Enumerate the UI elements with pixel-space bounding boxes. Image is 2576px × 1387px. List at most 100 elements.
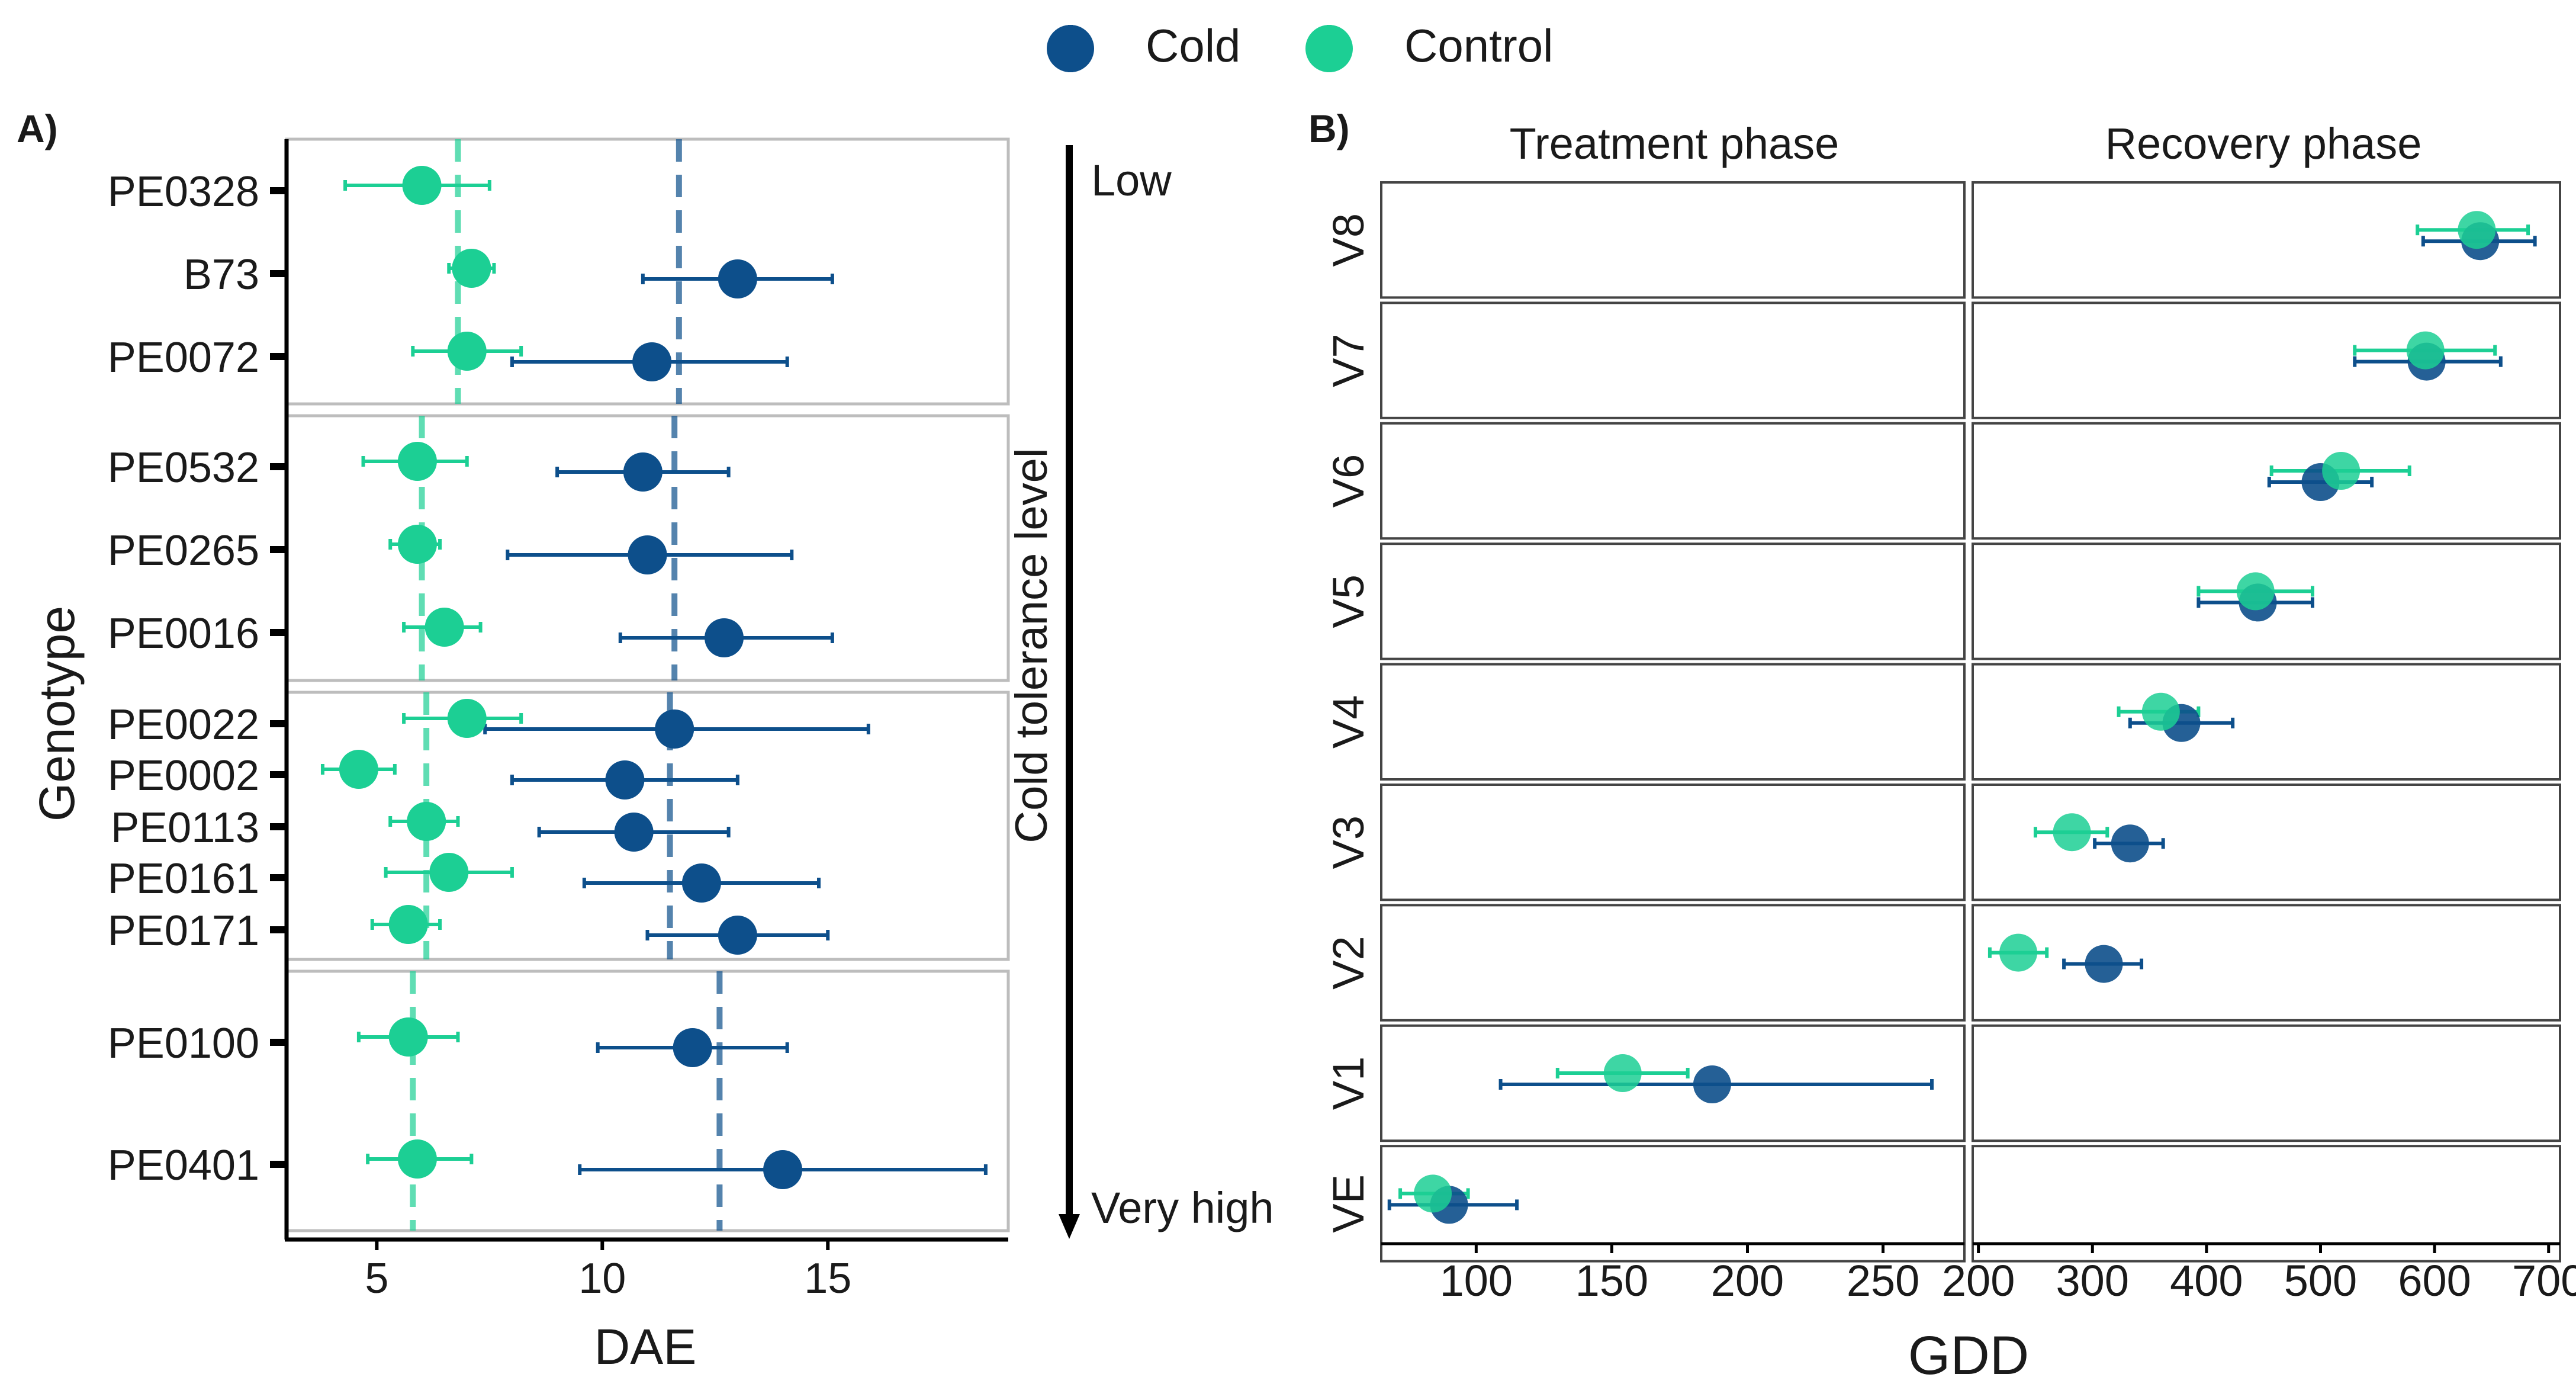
gdd-tick-label-1-400: 400 (2170, 1256, 2243, 1305)
control-point-PE0072 (447, 332, 487, 371)
cold-point-V2 (2085, 945, 2123, 983)
gdd-tick-label-0-150: 150 (1575, 1256, 1648, 1305)
control-point-PE0022 (447, 699, 487, 738)
y-tick-label-PE0401: PE0401 (108, 1142, 259, 1189)
stage-label-V8: V8 (1324, 213, 1373, 267)
cold-point-PE0401 (763, 1150, 803, 1189)
facet-cell-V8-1 (1972, 181, 2561, 299)
control-point-V4 (2141, 692, 2180, 731)
gdd-tick-label-1-700: 700 (2512, 1256, 2576, 1305)
gdd-tick-label-1-300: 300 (2056, 1256, 2129, 1305)
panel-a: PE0328B73PE0072PE0532PE0265PE0016PE0022P… (108, 137, 1010, 1302)
stage-label-V2: V2 (1324, 936, 1373, 990)
cold-point-PE0161 (681, 863, 721, 903)
y-tick-label-PE0072: PE0072 (108, 334, 259, 381)
legend-cold-label: Cold (1146, 20, 1240, 72)
facet-title-treatment: Treatment phase (1510, 119, 1839, 168)
cold-point-PE0100 (673, 1028, 712, 1067)
facet-cell-V7-0 (1380, 301, 1966, 419)
cold-point-PE0171 (718, 916, 757, 955)
cold-point-PE0532 (623, 452, 663, 492)
cold-point-V1 (1693, 1065, 1731, 1103)
stage-label-V4: V4 (1324, 695, 1373, 749)
x-tick-label-15: 15 (804, 1255, 851, 1302)
facet-cell-V7-1 (1972, 301, 2561, 419)
control-point-PE0016 (424, 608, 464, 647)
cold-point-PE0016 (705, 618, 744, 657)
control-point-V7 (2406, 331, 2445, 370)
control-point-PE0113 (407, 802, 446, 841)
y-tick-label-PE0016: PE0016 (108, 610, 259, 657)
facet-cell-VE-0 (1380, 1145, 1966, 1263)
tolerance-arrow-head (1059, 1214, 1080, 1239)
gdd-tick-label-1-500: 500 (2284, 1256, 2357, 1305)
stage-label-V5: V5 (1324, 574, 1373, 628)
facet-cell-V4-0 (1380, 663, 1966, 781)
facet-cell-V5-1 (1972, 542, 2561, 660)
panel-a-y-title: Genotype (29, 606, 85, 821)
stage-label-V3: V3 (1324, 815, 1373, 869)
facet-cell-V1-1 (1972, 1024, 2561, 1142)
cold-point-PE0022 (655, 709, 694, 749)
gdd-tick-label-0-250: 250 (1847, 1256, 1919, 1305)
y-tick-label-B73: B73 (184, 251, 259, 298)
cold-point-V3 (2111, 824, 2149, 863)
facet-cell-V1-0 (1380, 1024, 1966, 1142)
panel-b-x-title: GDD (1908, 1325, 2029, 1386)
tolerance-arrow-bottom-label: Very high (1091, 1183, 1274, 1232)
legend-control-label: Control (1404, 20, 1553, 72)
cold-point-PE0265 (628, 535, 667, 574)
control-point-PE0532 (397, 442, 437, 481)
legend-control-marker (1305, 25, 1353, 72)
control-point-V8 (2458, 211, 2496, 249)
stage-label-V7: V7 (1324, 333, 1373, 387)
cold-point-B73 (718, 259, 757, 298)
control-point-V1 (1603, 1054, 1642, 1092)
tolerance-arrow: Low Very high Cold tolerance level (1006, 145, 1274, 1239)
cold-point-PE0072 (632, 342, 672, 381)
facet-cell-V3-1 (1972, 784, 2561, 901)
control-point-PE0171 (388, 905, 428, 944)
cold-point-PE0113 (614, 813, 654, 852)
gdd-tick-label-1-600: 600 (2398, 1256, 2471, 1305)
cold-point-PE0002 (605, 760, 645, 800)
control-point-PE0161 (429, 853, 469, 892)
facet-cell-V6-0 (1380, 422, 1966, 540)
panel-b-tag: B) (1308, 107, 1350, 150)
control-point-VE (1414, 1174, 1452, 1213)
facet-cell-V2-1 (1972, 904, 2561, 1022)
panel-b: V8 V7 V6 V5 V4 V3 V2 V1 VE 100 150 200 250 200 300 400 5… (1324, 181, 2576, 1305)
control-point-V6 (2322, 452, 2360, 490)
y-tick-label-PE0532: PE0532 (108, 444, 259, 492)
control-point-V5 (2236, 572, 2275, 611)
tolerance-arrow-title: Cold tolerance level (1006, 448, 1057, 843)
facet-cell-V8-0 (1380, 181, 1966, 299)
facet-title-recovery: Recovery phase (2105, 119, 2422, 168)
panel-a-tag: A) (17, 107, 58, 150)
facet-cell-V4-1 (1972, 663, 2561, 781)
facet-cell-V5-0 (1380, 542, 1966, 660)
gdd-tick-label-0-200: 200 (1711, 1256, 1784, 1305)
x-tick-label-5: 5 (365, 1255, 388, 1302)
y-tick-label-PE0171: PE0171 (108, 907, 259, 955)
facet-cell-V2-0 (1380, 904, 1966, 1022)
stage-label-V1: V1 (1324, 1057, 1373, 1110)
facet-cell-V3-0 (1380, 784, 1966, 901)
control-point-V3 (2053, 813, 2091, 852)
stage-label-V6: V6 (1324, 454, 1373, 508)
facet-cell-VE-1 (1972, 1145, 2561, 1263)
y-tick-label-PE0022: PE0022 (108, 701, 259, 749)
gdd-tick-label-1-200: 200 (1942, 1256, 2015, 1305)
control-point-B73 (452, 249, 491, 288)
control-point-V2 (1999, 933, 2038, 972)
y-tick-label-PE0328: PE0328 (108, 168, 259, 216)
y-tick-label-PE0100: PE0100 (108, 1020, 259, 1067)
control-point-PE0328 (402, 166, 442, 205)
panel-a-group-frame (285, 969, 1010, 1232)
y-tick-label-PE0002: PE0002 (108, 752, 259, 800)
panel-a-x-title: DAE (594, 1319, 697, 1375)
legend-cold-marker (1047, 25, 1094, 72)
y-tick-label-PE0265: PE0265 (108, 527, 259, 574)
control-point-PE0002 (339, 750, 378, 789)
